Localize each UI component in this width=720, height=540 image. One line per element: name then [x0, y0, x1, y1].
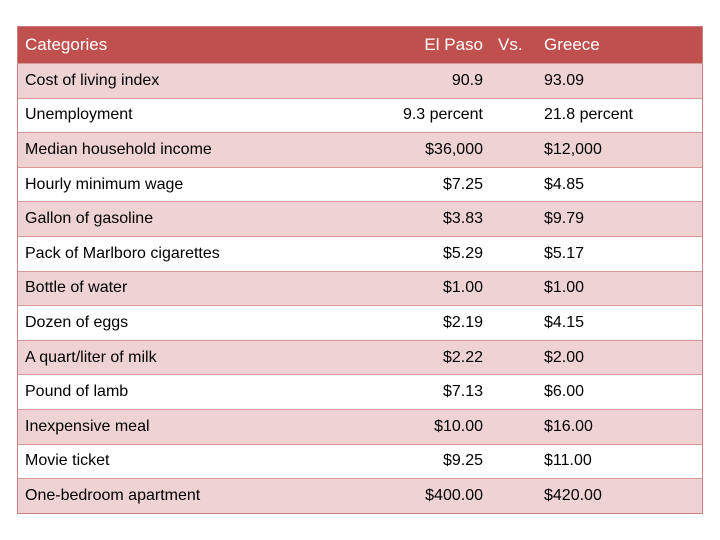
table-cell: $3.83 — [442, 210, 483, 228]
table-cell: Pack of Marlboro cigarettes — [25, 244, 220, 262]
table-row: A quart/liter of milk $2.22 $2.00 — [18, 339, 702, 375]
table-row: One-bedroom apartment $400.00 $420.00 — [18, 478, 702, 513]
table-cell: A quart/liter of milk — [25, 348, 157, 366]
table-cell: $7.25 — [442, 175, 483, 193]
table-row: Pound of lamb $7.13 $6.00 — [18, 374, 702, 409]
table-cell: $12,000 — [544, 140, 602, 158]
table-row: Movie ticket $9.25 $11.00 — [18, 443, 702, 479]
header-cell: Categories — [25, 35, 108, 54]
table-cell: $420.00 — [544, 486, 602, 504]
table-row: Bottle of water $1.00 $1.00 — [18, 270, 702, 306]
table-cell: $4.15 — [544, 313, 585, 331]
table-cell: $36,000 — [425, 140, 483, 158]
table-cell: $11.00 — [544, 452, 592, 470]
table-cell: $1.00 — [544, 279, 585, 297]
table-row: Gallon of gasoline $3.83 $9.79 — [18, 201, 702, 236]
table-cell: Median household income — [25, 140, 212, 158]
table-cell: Unemployment — [25, 106, 133, 124]
table-cell: 21.8 percent — [544, 106, 633, 124]
table-row: Unemployment 9.3 percent 21.8 percent — [18, 97, 702, 133]
table-cell: $4.85 — [544, 175, 585, 193]
table-cell: $2.00 — [544, 348, 585, 366]
comparison-table: Categories El Paso Vs. Greece Cost of living… — [17, 26, 703, 514]
header-cell: El Paso — [424, 35, 483, 54]
table-cell: $1.00 — [442, 279, 483, 297]
table-cell: One-bedroom apartment — [25, 486, 201, 504]
table-cell: $7.13 — [442, 383, 483, 401]
table-cell: $400.00 — [425, 486, 483, 504]
table-cell: $2.22 — [442, 348, 483, 366]
table-row: Pack of Marlboro cigarettes $5.29 $5.17 — [18, 235, 702, 271]
table-cell: Bottle of water — [25, 279, 128, 297]
table-row: Dozen of eggs $2.19 $4.15 — [18, 305, 702, 340]
table-cell: 90.9 — [451, 71, 483, 89]
table-cell: $5.17 — [544, 244, 585, 262]
header-row: Categories El Paso Vs. Greece — [18, 27, 702, 63]
table-cell: Cost of living index — [25, 71, 160, 89]
table-cell: 93.09 — [544, 71, 585, 89]
table-cell: Inexpensive meal — [25, 417, 150, 435]
header-cell: Vs. — [498, 35, 523, 54]
table-cell: $2.19 — [442, 313, 483, 331]
table-cell: $10.00 — [434, 417, 483, 435]
header-cell: Greece — [544, 35, 600, 54]
table-row: Cost of living index 90.9 93.09 — [18, 63, 702, 98]
table-cell: Hourly minimum wage — [25, 175, 184, 193]
table-cell: $9.25 — [442, 452, 483, 470]
table-row: Inexpensive meal $10.00 $16.00 — [18, 408, 702, 444]
table-cell: $6.00 — [544, 383, 585, 401]
table-cell: $16.00 — [544, 417, 593, 435]
table-cell: Movie ticket — [25, 452, 110, 470]
table-row: Hourly minimum wage $7.25 $4.85 — [18, 166, 702, 202]
table-cell: $9.79 — [544, 210, 585, 228]
table-cell: Gallon of gasoline — [25, 210, 154, 228]
table-cell: 9.3 percent — [402, 106, 483, 124]
table-cell: Dozen of eggs — [25, 313, 129, 331]
table-row: Median household income $36,000 $12,000 — [18, 132, 702, 167]
table-cell: $5.29 — [442, 244, 483, 262]
table-cell: Pound of lamb — [25, 383, 129, 401]
